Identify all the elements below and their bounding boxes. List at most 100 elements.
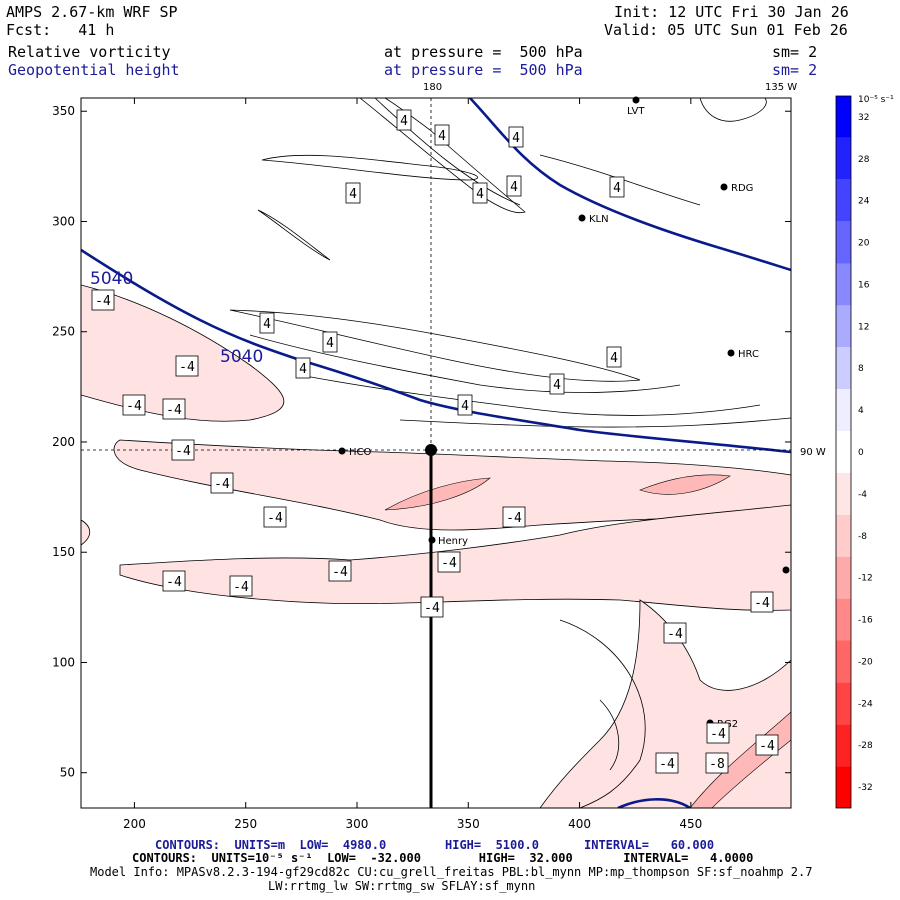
colorbar-swatch	[836, 556, 851, 599]
colorbar-tick-label: -4	[858, 490, 867, 500]
contour-value-label: -4	[229, 575, 253, 597]
pos-vort-contour-6	[249, 334, 681, 393]
y-tick-label: 100	[52, 655, 75, 669]
colorbar-swatch	[836, 682, 851, 725]
contour-value-label: -4	[502, 506, 526, 528]
contour-value-label: -8	[705, 752, 729, 774]
station-kln: KLN	[578, 214, 609, 225]
pos-vort-contour-10	[699, 98, 767, 122]
footer-model-info: Model Info: MPASv8.2.3-194-gf29cd82c CU:…	[90, 865, 813, 879]
contour-labels: 4 4 4 4 4 4 4 4 4 4 4 4 4 -4 -4 -4 -4 -4 -4 -4 -4 -4 -4 -4 -4 -4 -…	[91, 109, 779, 774]
contour-value-label: -4	[437, 551, 461, 573]
plot-frame	[80, 97, 792, 809]
field1-level: at pressure = 500 hPa	[384, 43, 583, 61]
svg-text:RDG: RDG	[731, 183, 753, 194]
footer-physics-info: LW:rrtmg_lw SW:rrtmg_sw SFLAY:sf_mynn	[268, 879, 536, 893]
contour-value-label: 4	[472, 182, 488, 204]
contour-value-label: -4	[263, 506, 287, 528]
contour-value-label: 4	[396, 109, 412, 131]
contour-value-label: 4	[549, 373, 565, 395]
colorbar-tick-label: -16	[858, 616, 873, 626]
x-tick-label: 250	[234, 817, 257, 831]
station-hco: HCO	[338, 447, 372, 458]
colorbar-swatch	[836, 640, 851, 683]
colorbar-swatch	[836, 472, 851, 515]
pos-vort-contour-2	[374, 98, 521, 206]
colorbar-swatch	[836, 179, 851, 222]
colorbar-tick-label: -28	[858, 741, 873, 751]
colorbar-swatch	[836, 724, 851, 767]
svg-text:4: 4	[512, 131, 520, 146]
contour-value-label: -4	[171, 439, 195, 461]
svg-text:-4: -4	[424, 601, 440, 616]
footer-height-interval: INTERVAL= 60.000	[584, 838, 715, 852]
svg-text:4: 4	[349, 187, 357, 202]
colorbar-unit: 10⁻⁵ s⁻¹	[858, 95, 894, 105]
contour-value-label: 4	[606, 346, 622, 368]
colorbar-tick-label: -8	[858, 532, 867, 542]
pos-vort-contour-4	[257, 209, 331, 261]
x-tick-label: 350	[457, 817, 480, 831]
field2-level: at pressure = 500 hPa	[384, 61, 583, 79]
svg-text:-4: -4	[179, 360, 195, 375]
x-tick-label: 300	[346, 817, 369, 831]
station-rdg: RDG	[720, 183, 753, 194]
svg-text:4: 4	[610, 351, 618, 366]
contour-value-label: 4	[457, 394, 473, 416]
colorbar-swatch	[836, 347, 851, 390]
y-tick-label: 50	[60, 766, 75, 780]
height-label-2: 5040	[220, 347, 263, 367]
colorbar-tick-label: 32	[858, 113, 869, 123]
colorbar-swatch	[836, 598, 851, 641]
colorbar-tick-label: 16	[858, 280, 870, 290]
y-tick-label: 250	[52, 325, 75, 339]
contour-value-label: -4	[655, 752, 679, 774]
colorbar-tick-label: -20	[858, 657, 873, 667]
x-tick-label: 400	[568, 817, 591, 831]
svg-text:-4: -4	[754, 596, 770, 611]
svg-text:-8: -8	[709, 757, 725, 772]
neg-vort-band-3	[81, 519, 91, 546]
colorbar-tick-label: 20	[858, 239, 870, 249]
footer-height-contours: CONTOURS: UNITS=m LOW= 4980.0	[155, 838, 387, 852]
contour-value-label: -4	[420, 596, 444, 618]
svg-text:-4: -4	[759, 739, 775, 754]
lon-label-180: 180	[423, 82, 442, 93]
svg-text:Henry: Henry	[438, 536, 468, 547]
colorbar-tick-label: -12	[858, 574, 873, 584]
svg-text:-4: -4	[332, 565, 348, 580]
contour-value-label: 4	[508, 126, 524, 148]
colorbar-swatch	[836, 431, 851, 473]
y-tick-label: 200	[52, 435, 75, 449]
colorbar-tick-label: -24	[858, 699, 873, 709]
svg-text:-4: -4	[126, 399, 142, 414]
pos-vort-contour-1	[359, 98, 526, 214]
svg-text:-4: -4	[214, 477, 230, 492]
footer-vorticity-contours: CONTOURS: UNITS=10⁻⁵ s⁻¹ LOW= -32.000 HI…	[132, 851, 754, 865]
colorbar-tick-label: 28	[858, 155, 870, 165]
colorbar-swatch	[836, 514, 851, 557]
contour-value-label: 4	[609, 176, 625, 198]
contour-value-label: -4	[91, 289, 115, 311]
svg-text:-4: -4	[506, 511, 522, 526]
field1-name: Relative vorticity	[8, 43, 171, 61]
colorbar-tick-label: 0	[858, 448, 864, 458]
pos-vort-contour-3	[261, 154, 478, 181]
contour-value-label: -4	[706, 722, 730, 744]
colorbar-tick-label: 8	[858, 364, 864, 374]
neg-vort-band-1	[81, 284, 285, 422]
svg-text:4: 4	[553, 378, 561, 393]
lon-label-135w: 135 W	[765, 82, 797, 93]
contour-value-label: 4	[345, 182, 361, 204]
x-tick-label: 200	[123, 817, 146, 831]
contour-value-label: 4	[295, 357, 311, 379]
svg-text:-4: -4	[166, 403, 182, 418]
neg-vort-contour-1	[559, 619, 646, 808]
contour-value-label: 4	[322, 331, 338, 353]
x-axis: 200 250 300 350 400 450	[123, 98, 702, 831]
pos-vort-contour-8	[399, 417, 791, 428]
y-tick-label: 350	[52, 104, 75, 118]
pos-vort-contour-5	[229, 309, 641, 382]
svg-text:4: 4	[476, 187, 484, 202]
